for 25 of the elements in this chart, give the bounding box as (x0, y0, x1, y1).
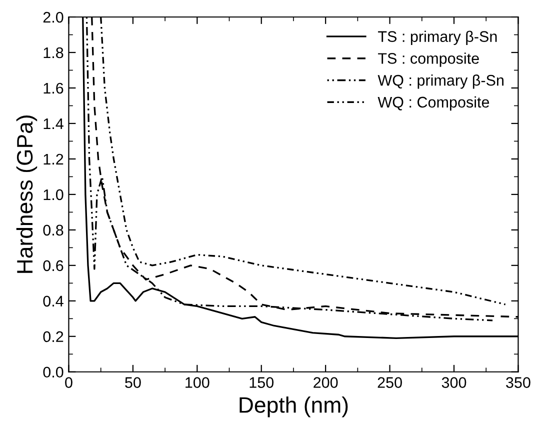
y-tick-label: 2.0 (43, 12, 64, 23)
x-tick-label: 200 (314, 377, 338, 388)
x-axis-title: Depth (nm) (240, 396, 348, 418)
y-tick-label: 0.8 (43, 224, 64, 236)
x-tick-label: 0 (65, 377, 72, 388)
legend-label: TS : primary β-Sn (378, 30, 497, 45)
y-tick-label: 0.2 (43, 331, 64, 342)
x-tick-label: 50 (125, 377, 141, 388)
y-tick-label: 1.6 (44, 82, 64, 94)
y-axis-title: Hardness (GPa) (16, 116, 38, 273)
y-tick-label: 0.6 (43, 260, 64, 272)
x-tick-label: 350 (506, 377, 530, 388)
x-tick-label: 250 (378, 377, 402, 388)
x-tick-label: 150 (250, 377, 274, 388)
x-tick-label: 100 (186, 377, 210, 388)
y-tick-label: 0.0 (43, 366, 64, 378)
legend-label: WQ : Composite (378, 96, 490, 111)
legend-label: WQ : primary β-Sn (378, 74, 504, 89)
x-tick-label: 300 (442, 377, 466, 388)
y-tick-label: 1.8 (44, 47, 64, 58)
y-tick-label: 0.4 (43, 296, 64, 307)
y-tick-label: 1.2 (44, 154, 64, 164)
y-tick-label: 1.0 (44, 189, 64, 200)
legend-label: TS : composite (378, 52, 479, 67)
y-tick-label: 1.4 (44, 118, 64, 129)
